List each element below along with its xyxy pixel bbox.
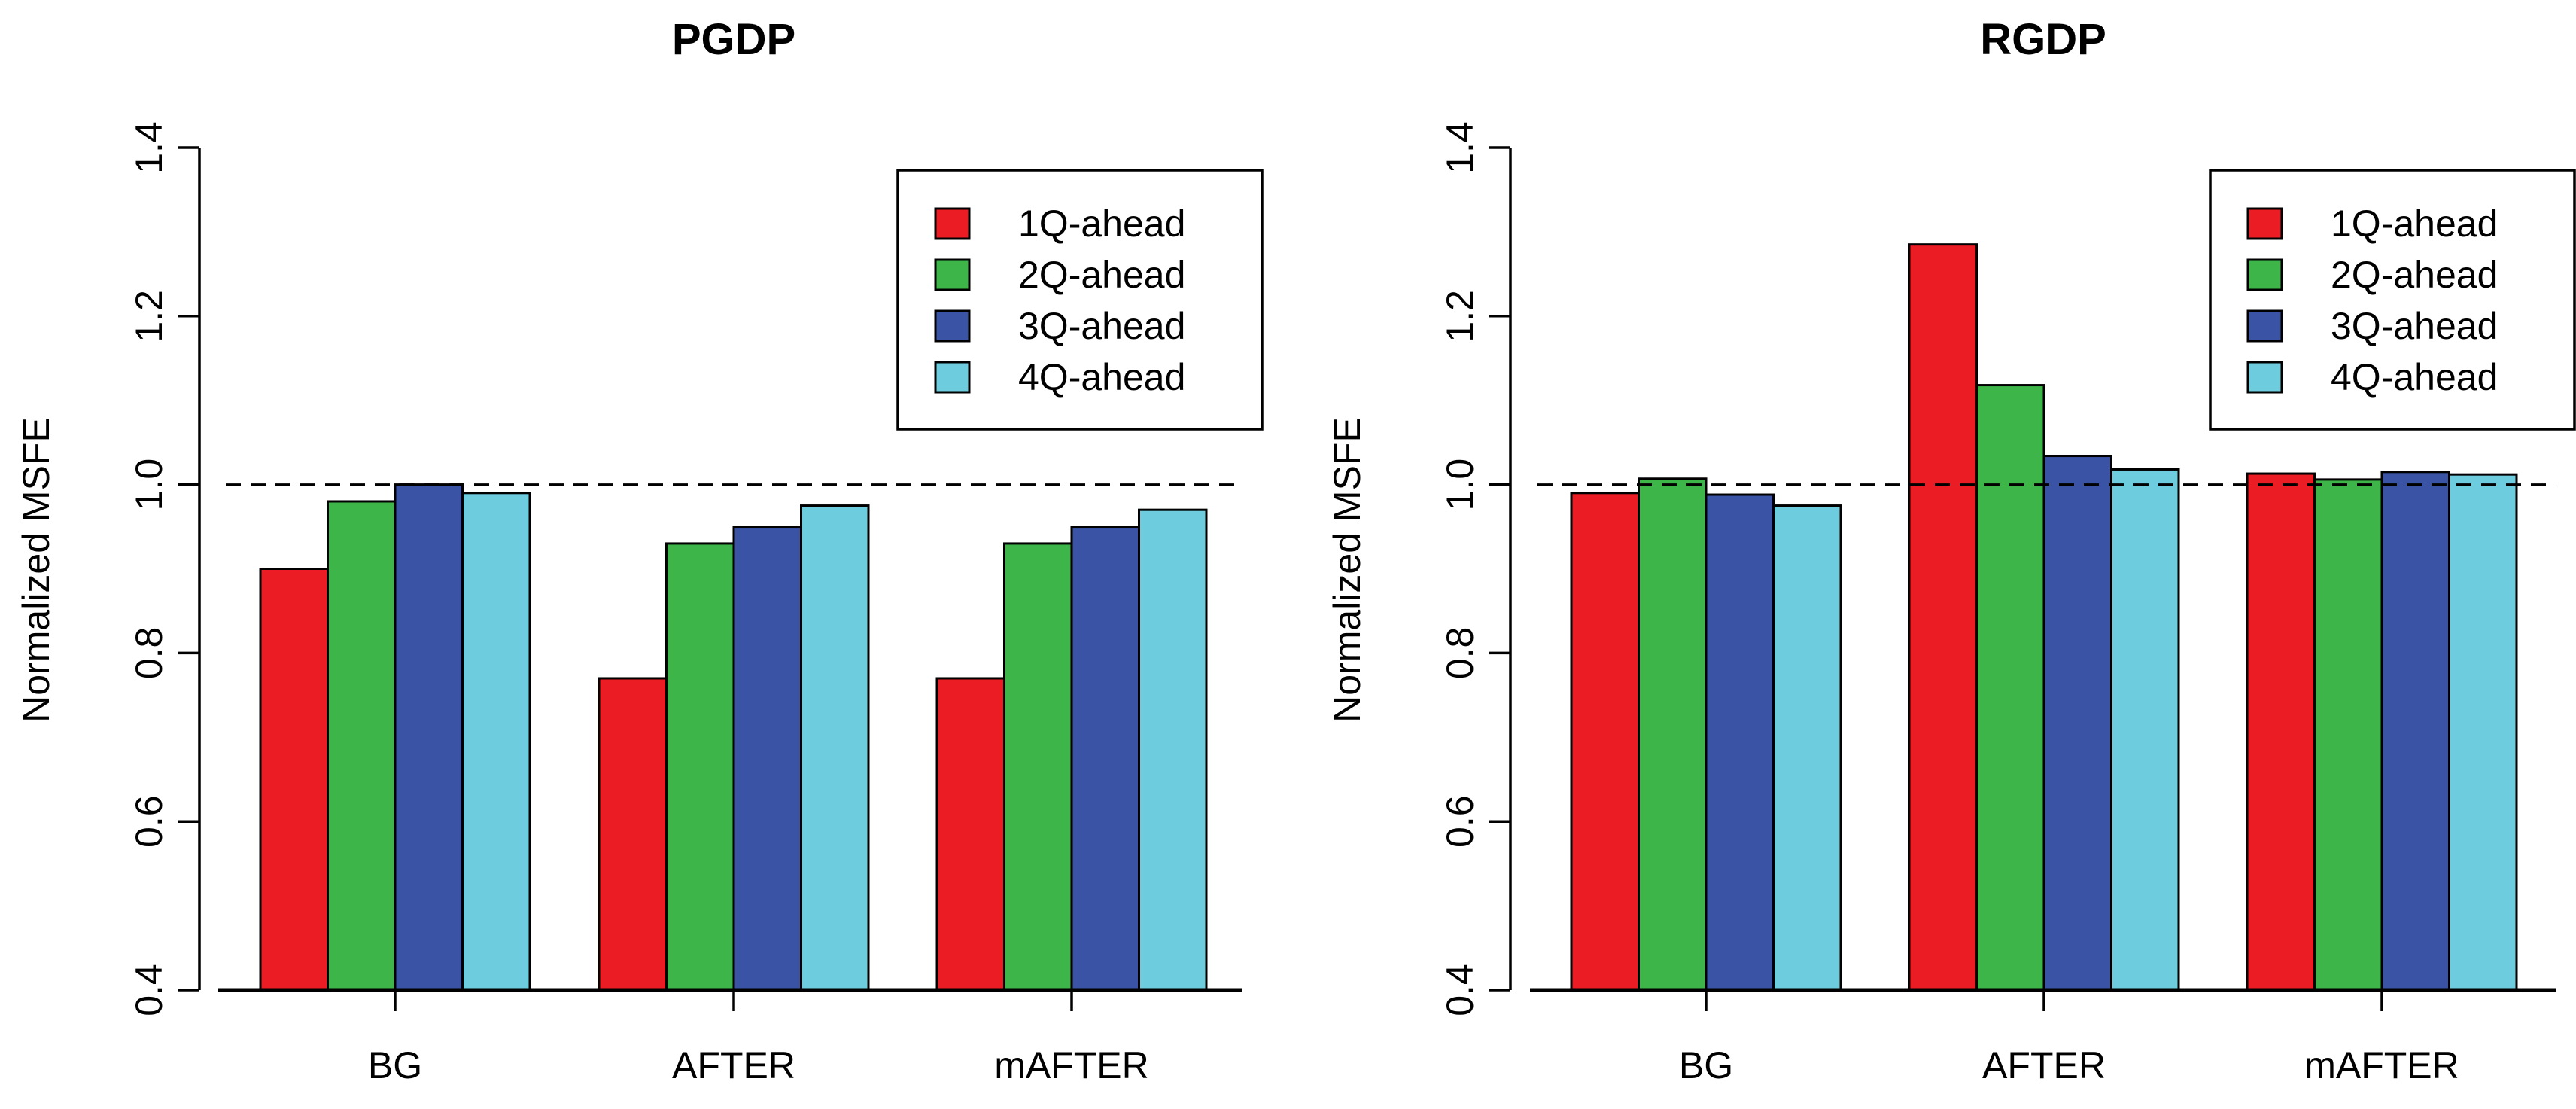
x-tick-label-after: AFTER xyxy=(672,1044,795,1086)
bar-bg-4q-ahead xyxy=(1772,504,1842,992)
y-tick-label: 0.6 xyxy=(128,795,170,848)
bar-mafter-4q-ahead xyxy=(1138,508,1208,992)
y-tick-label: 0.4 xyxy=(128,964,170,1016)
bar-bg-1q-ahead xyxy=(259,568,329,992)
chart-title: PGDP xyxy=(672,15,795,64)
bar-bg-4q-ahead xyxy=(461,492,531,992)
bar-mafter-4q-ahead xyxy=(2448,473,2518,992)
bar-bg-2q-ahead xyxy=(327,500,397,992)
legend-swatch-3q-ahead xyxy=(2246,309,2283,343)
bar-mafter-3q-ahead xyxy=(2380,471,2450,992)
legend-label-3q-ahead: 3Q-ahead xyxy=(2331,305,2498,347)
bar-bg-2q-ahead xyxy=(1638,477,1708,992)
legend-label-2q-ahead: 2Q-ahead xyxy=(1018,254,1185,296)
legend-swatch-1q-ahead xyxy=(2246,207,2283,240)
bar-after-3q-ahead xyxy=(732,526,802,992)
chart-panel-rgdp: RGDP Normalized MSFE 0.4 0.6 0.8 1.0 1.2 1.4 BG A… xyxy=(1326,15,2576,1086)
x-tick-label-bg: BG xyxy=(1679,1044,1733,1086)
y-tick-label: 1.0 xyxy=(128,459,170,511)
legend-label-1q-ahead: 1Q-ahead xyxy=(1018,203,1185,245)
legend-label-4q-ahead: 4Q-ahead xyxy=(2331,356,2498,398)
bar-bg-3q-ahead xyxy=(394,483,464,992)
y-axis-label: Normalized MSFE xyxy=(15,417,57,723)
y-tick-label: 0.8 xyxy=(128,627,170,680)
bar-bg-1q-ahead xyxy=(1570,492,1640,992)
x-tick-label-mafter: mAFTER xyxy=(994,1044,1149,1086)
chart-panel-pgdp: PGDP Normalized MSFE 0.4 0.6 0.8 1.0 1.2 1.4 BG A… xyxy=(15,15,1264,1086)
legend-swatch-2q-ahead xyxy=(934,258,971,291)
bar-mafter-2q-ahead xyxy=(2313,478,2383,992)
bar-bg-3q-ahead xyxy=(1705,493,1775,992)
bar-after-4q-ahead xyxy=(2110,468,2180,992)
legend-swatch-3q-ahead xyxy=(934,309,971,343)
y-tick-label: 0.6 xyxy=(1439,795,1481,848)
legend-label-1q-ahead: 1Q-ahead xyxy=(2331,203,2498,245)
legend-label-2q-ahead: 2Q-ahead xyxy=(2331,254,2498,296)
bar-mafter-2q-ahead xyxy=(1003,542,1073,992)
legend-swatch-4q-ahead xyxy=(934,361,971,394)
y-tick-label: 1.4 xyxy=(128,121,170,174)
bar-after-2q-ahead xyxy=(665,542,735,992)
y-tick-label: 1.0 xyxy=(1439,459,1481,511)
y-tick-label: 0.4 xyxy=(1439,964,1481,1016)
x-tick-label-mafter: mAFTER xyxy=(2304,1044,2459,1086)
y-tick-label: 1.2 xyxy=(1439,290,1481,343)
x-tick-label-bg: BG xyxy=(368,1044,422,1086)
y-tick-label: 1.4 xyxy=(1439,121,1481,174)
legend-swatch-4q-ahead xyxy=(2246,361,2283,394)
bar-after-1q-ahead xyxy=(1908,243,1978,992)
y-axis-label: Normalized MSFE xyxy=(1326,417,1368,723)
bar-after-4q-ahead xyxy=(800,504,870,992)
bar-mafter-1q-ahead xyxy=(2246,472,2316,992)
bar-after-1q-ahead xyxy=(598,677,668,992)
legend-label-3q-ahead: 3Q-ahead xyxy=(1018,305,1185,347)
bar-after-2q-ahead xyxy=(1975,384,2045,992)
bar-mafter-3q-ahead xyxy=(1070,526,1140,992)
y-tick-label: 1.2 xyxy=(128,290,170,343)
chart-title: RGDP xyxy=(1980,15,2106,64)
bar-mafter-1q-ahead xyxy=(935,677,1005,992)
y-tick-label: 0.8 xyxy=(1439,627,1481,680)
legend-swatch-2q-ahead xyxy=(2246,258,2283,291)
x-tick-label-after: AFTER xyxy=(1982,1044,2106,1086)
legend-swatch-1q-ahead xyxy=(934,207,971,240)
legend-label-4q-ahead: 4Q-ahead xyxy=(1018,356,1185,398)
bar-after-3q-ahead xyxy=(2042,455,2112,992)
